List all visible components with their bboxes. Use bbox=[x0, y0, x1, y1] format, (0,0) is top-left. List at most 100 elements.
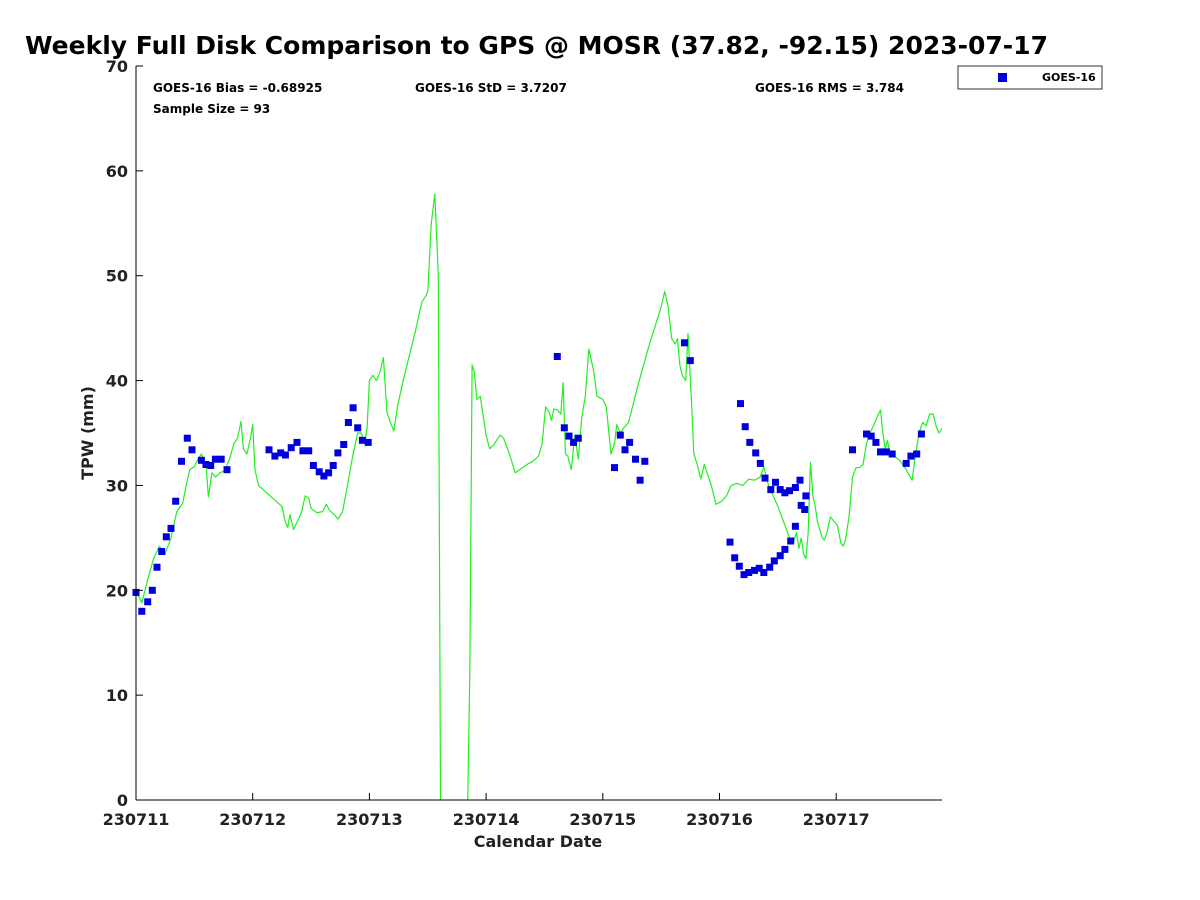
goes-point bbox=[138, 607, 146, 615]
goes-point bbox=[364, 438, 372, 446]
goes-point bbox=[686, 357, 694, 365]
goes-point bbox=[636, 476, 644, 484]
sample-size-stat: Sample Size = 93 bbox=[153, 102, 270, 116]
goes-point bbox=[761, 474, 769, 482]
y-tick-label: 30 bbox=[106, 476, 128, 495]
goes-point bbox=[797, 501, 805, 509]
gps-line bbox=[136, 193, 442, 800]
x-tick-label: 230712 bbox=[219, 810, 286, 829]
goes-point bbox=[299, 447, 307, 455]
goes-point bbox=[349, 404, 357, 412]
legend: GOES-16 bbox=[957, 65, 1103, 90]
y-tick-label: 40 bbox=[106, 372, 128, 391]
goes-point bbox=[178, 457, 185, 465]
goes-point bbox=[560, 424, 568, 432]
goes-point bbox=[641, 457, 649, 465]
goes-point bbox=[731, 554, 739, 562]
goes-point bbox=[752, 449, 760, 457]
goes-point bbox=[325, 469, 333, 477]
goes-point bbox=[320, 472, 328, 480]
goes-point bbox=[329, 462, 337, 469]
goes-point bbox=[271, 452, 279, 460]
goes-point bbox=[802, 492, 810, 500]
rms-stat: GOES-16 RMS = 3.784 bbox=[755, 81, 904, 95]
x-tick-label: 230714 bbox=[453, 810, 520, 829]
y-tick-label: 0 bbox=[117, 791, 128, 810]
goes-point bbox=[217, 455, 225, 463]
goes-point bbox=[882, 448, 890, 456]
goes-point bbox=[766, 563, 774, 571]
goes-point bbox=[207, 462, 215, 469]
goes-point bbox=[281, 451, 289, 459]
goes-point bbox=[162, 533, 170, 541]
goes-point bbox=[183, 434, 191, 442]
x-tick-label: 230717 bbox=[803, 810, 870, 829]
goes-point bbox=[877, 448, 884, 456]
gps-series bbox=[136, 193, 942, 800]
goes-point bbox=[781, 545, 789, 553]
y-tick-label: 10 bbox=[106, 686, 128, 705]
goes-point bbox=[202, 461, 210, 468]
goes-point bbox=[158, 548, 166, 555]
goes-point bbox=[172, 497, 180, 505]
goes-point bbox=[872, 438, 880, 446]
gps-line bbox=[467, 290, 942, 800]
x-ticks: 230711 230712 230713 230714 230715 230716 2307… bbox=[103, 793, 870, 829]
goes-point bbox=[223, 466, 231, 474]
y-tick-label: 50 bbox=[106, 267, 128, 286]
goes-point bbox=[770, 557, 778, 565]
goes-point bbox=[309, 462, 317, 469]
legend-label: GOES-16 bbox=[1042, 71, 1096, 84]
goes-point bbox=[565, 432, 573, 440]
goes-point bbox=[611, 464, 618, 472]
goes-point bbox=[745, 569, 753, 576]
goes-point bbox=[787, 537, 795, 545]
goes-point bbox=[354, 424, 362, 432]
goes-point bbox=[772, 478, 779, 486]
goes-point bbox=[756, 459, 764, 467]
goes-point bbox=[315, 468, 323, 476]
goes-point bbox=[755, 564, 763, 572]
goes-point bbox=[293, 438, 301, 446]
goes-point bbox=[574, 434, 582, 442]
goes-point bbox=[305, 447, 313, 455]
y-tick-label: 60 bbox=[106, 162, 128, 181]
goes-point bbox=[737, 400, 744, 408]
goes-point bbox=[277, 449, 285, 457]
x-tick-label: 230716 bbox=[686, 810, 753, 829]
goes-point bbox=[746, 438, 754, 446]
legend-box bbox=[957, 65, 1103, 90]
goes-point bbox=[917, 430, 925, 438]
goes-point bbox=[358, 436, 366, 444]
goes-point bbox=[907, 452, 915, 460]
goes-point bbox=[902, 459, 910, 467]
goes-point bbox=[740, 571, 748, 579]
x-tick-label: 230715 bbox=[569, 810, 636, 829]
goes-point bbox=[153, 563, 161, 571]
goes-point bbox=[741, 423, 749, 431]
goes-point bbox=[776, 486, 784, 494]
goes-point bbox=[148, 586, 156, 594]
bias-stat: GOES-16 Bias = -0.68925 bbox=[153, 81, 322, 95]
goes-point bbox=[616, 431, 624, 439]
goes-point bbox=[791, 522, 799, 530]
goes-series bbox=[132, 339, 925, 615]
goes-point bbox=[786, 487, 793, 495]
goes-point bbox=[751, 566, 758, 574]
goes-point bbox=[781, 489, 789, 497]
goes-point bbox=[776, 552, 784, 560]
goes-point bbox=[867, 432, 875, 440]
x-tick-label: 230711 bbox=[103, 810, 170, 829]
goes-point bbox=[621, 446, 629, 454]
goes-point bbox=[849, 446, 856, 454]
goes-point bbox=[888, 450, 896, 458]
goes-point bbox=[265, 446, 273, 454]
y-tick-label: 20 bbox=[106, 581, 128, 600]
goes-point bbox=[340, 441, 348, 448]
goes-point bbox=[760, 569, 768, 576]
goes-point bbox=[197, 456, 205, 464]
goes-point bbox=[796, 476, 804, 484]
goes-point bbox=[726, 538, 734, 546]
x-tick-label: 230713 bbox=[336, 810, 403, 829]
